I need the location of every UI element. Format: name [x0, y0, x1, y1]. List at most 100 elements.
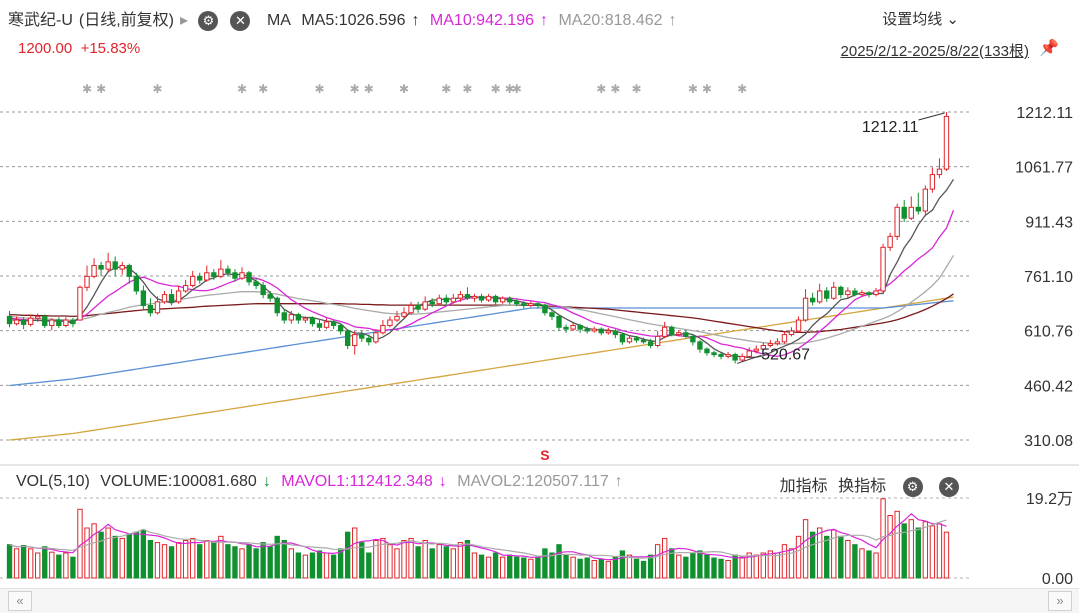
time-navigation-bar[interactable]: « » — [0, 588, 1079, 613]
volume-bar — [401, 540, 407, 579]
volume-bar — [429, 548, 435, 579]
volume-bar — [6, 544, 13, 579]
volume-bar — [98, 531, 104, 579]
candle-body — [295, 314, 302, 321]
up-arrow-icon: ↑ — [614, 473, 623, 490]
candle-body — [584, 328, 590, 332]
candle-body — [415, 304, 421, 310]
signal-marker: S — [540, 447, 549, 463]
date-range[interactable]: 2025/2/12-2025/8/22(133根) — [840, 43, 1029, 60]
candle-body — [852, 290, 858, 296]
volume-tick-label: 0.00 — [1042, 571, 1073, 588]
pin-icon[interactable]: 📌 — [1039, 40, 1059, 57]
candle-body — [802, 297, 809, 321]
volume-bar — [556, 544, 562, 579]
candle-body — [281, 312, 287, 321]
volume-bar — [197, 544, 203, 579]
candle-body — [182, 284, 189, 292]
volume-tick-label: 19.2万 — [1026, 491, 1073, 508]
add-indicator-button[interactable]: 加指标 — [779, 478, 828, 495]
volume-bar — [584, 557, 590, 579]
volume-bar — [394, 548, 400, 579]
volume-bar — [253, 548, 259, 579]
candle-body — [697, 341, 703, 350]
volume-bar — [344, 531, 351, 579]
volume-bar — [63, 552, 69, 579]
volume-bar — [774, 552, 781, 579]
high-label: 1212.11 — [862, 119, 919, 136]
volume-bar — [507, 554, 513, 579]
volume-bar — [873, 552, 879, 579]
candle-body — [492, 295, 499, 303]
volume-bar — [133, 531, 140, 579]
last-price-info: 1200.00 +15.83% — [18, 40, 140, 57]
candle-body — [408, 304, 414, 314]
ma120-line — [9, 300, 954, 387]
volume-bar — [640, 560, 647, 579]
candle-body — [42, 315, 48, 326]
candle-body — [598, 328, 604, 334]
volume-bar — [838, 535, 844, 579]
candle-body — [528, 303, 534, 306]
volume-bar — [464, 540, 471, 579]
candle-body — [436, 297, 442, 305]
candle-body — [563, 326, 569, 330]
volume-bar — [478, 554, 485, 579]
candle-body — [669, 326, 675, 336]
candle-body — [77, 286, 83, 321]
candle-body — [767, 343, 774, 346]
low-arrow — [736, 354, 762, 364]
gear-icon[interactable]: ⚙ — [198, 11, 224, 31]
volume-tools: 加指标 换指标 ⚙ ✕ — [774, 472, 959, 497]
close-icon[interactable]: ✕ — [230, 11, 256, 31]
adjust-mode[interactable]: (日线,前复权) — [78, 12, 174, 29]
ma-settings-button[interactable]: 设置均线 ⌄ — [882, 8, 959, 29]
volume-bar — [859, 548, 865, 579]
ma-settings-label: 设置均线 — [882, 11, 943, 28]
candle-body — [352, 334, 358, 346]
event-marker-icon: ✱ — [512, 82, 522, 96]
expand-icon[interactable]: ▸ — [180, 12, 189, 29]
volume-bar — [422, 540, 428, 579]
volume-bar — [84, 527, 90, 579]
candle-body — [27, 317, 34, 325]
scroll-right-icon[interactable]: » — [1048, 591, 1072, 611]
volume-bar — [598, 558, 604, 579]
candle-body — [929, 174, 936, 190]
close-icon[interactable]: ✕ — [933, 477, 959, 497]
candle-body — [577, 324, 583, 330]
volume-bar — [309, 552, 316, 579]
volume-bar — [577, 558, 583, 579]
event-marker-icon: ✱ — [399, 82, 409, 96]
ma250-line — [9, 296, 954, 441]
ma-label: MA — [266, 12, 291, 29]
volume-bar — [366, 552, 372, 579]
candle-body — [35, 315, 41, 319]
volume-bar — [415, 546, 421, 579]
candle-body — [246, 272, 252, 283]
candle-body — [197, 275, 203, 281]
candle-body — [936, 168, 943, 176]
candle-body — [535, 303, 541, 306]
candle-body — [556, 315, 562, 328]
ma5-value: MA5:1026.596 — [301, 12, 406, 29]
event-marker-icon: ✱ — [702, 82, 712, 96]
volume-value: VOLUME:100081.680 — [100, 473, 257, 490]
stock-name[interactable]: 寒武纪-U — [8, 12, 73, 29]
switch-indicator-button[interactable]: 换指标 — [838, 478, 887, 495]
candle-body — [105, 261, 111, 270]
volume-bar — [824, 535, 830, 579]
volume-bar — [27, 548, 34, 579]
mavol2-value: MAVOL2:120507.117 — [457, 473, 609, 490]
candle-body — [316, 323, 323, 328]
scroll-left-icon[interactable]: « — [8, 591, 32, 611]
candle-body — [154, 301, 161, 314]
candle-body — [359, 334, 365, 339]
gear-icon[interactable]: ⚙ — [897, 477, 923, 497]
candle-body — [711, 352, 717, 356]
candle-body — [901, 206, 907, 219]
event-marker-icon: ✱ — [96, 82, 106, 96]
volume-bar — [56, 554, 62, 579]
candle-body — [781, 334, 788, 343]
